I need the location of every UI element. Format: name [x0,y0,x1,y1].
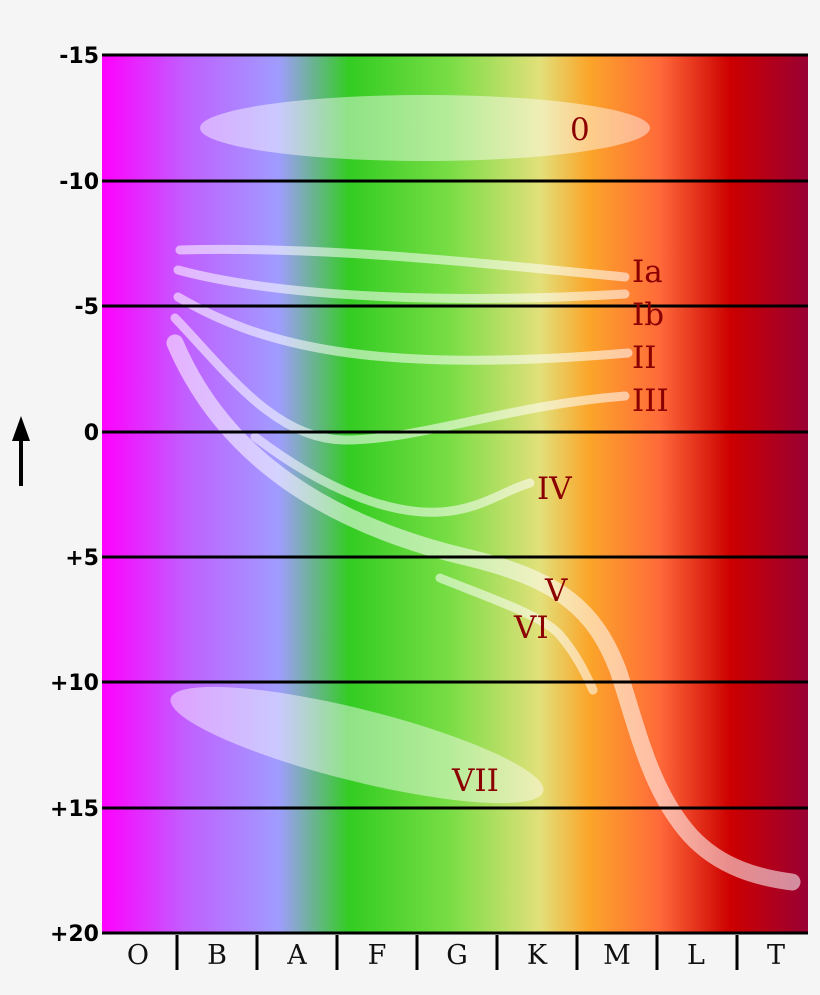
band-ii [173,292,633,365]
band-ia [175,244,630,282]
spectral-class-label: B [207,940,227,971]
band-ib [173,265,630,303]
band-iii [170,313,630,445]
spectral-class-label: G [446,940,468,971]
spectral-class-label: M [603,940,631,971]
luminosity-labels: 0 Ia Ib II III IV V VI VII [451,112,669,799]
class-label-ii: II [632,340,657,376]
band-vi [435,573,598,695]
y-tick-label: -5 [75,295,99,320]
class-label-iv: IV [537,471,572,507]
class-label-ia: Ia [632,254,663,290]
y-tick-label: +5 [65,546,99,571]
class-label-iii: III [632,383,669,419]
class-label-vi: VI [513,610,549,646]
band-vii [170,686,544,804]
y-tick-label: +15 [50,797,99,822]
y-tick-label: +10 [50,671,99,696]
y-tick-label: -10 [59,170,99,195]
spectral-class-label: F [368,940,387,971]
band-v [166,334,801,891]
y-tick-label: +20 [50,922,99,947]
spectral-class-label: A [286,940,307,971]
y-tick-label: 0 [84,421,99,446]
class-label-ib: Ib [632,297,664,333]
band-iv [250,432,535,517]
spectral-class-label: L [687,940,705,971]
band-0 [200,95,650,161]
grid-lines [102,53,808,935]
x-axis-separators [175,935,739,970]
luminosity-bands [166,95,801,891]
class-label-v: V [544,573,568,609]
spectral-class-label: O [127,940,149,971]
class-label-vii: VII [451,763,499,799]
x-axis: O B A F G K M L T [127,940,785,971]
spectral-class-label: T [767,940,785,971]
y-axis: -15 -10 -5 0 +5 +10 +15 +20 [50,44,99,947]
y-tick-label: -15 [59,44,99,69]
spectrum-background [102,55,808,933]
up-arrow-icon [12,416,30,486]
spectral-class-label: K [527,940,548,971]
class-label-0: 0 [570,112,590,148]
